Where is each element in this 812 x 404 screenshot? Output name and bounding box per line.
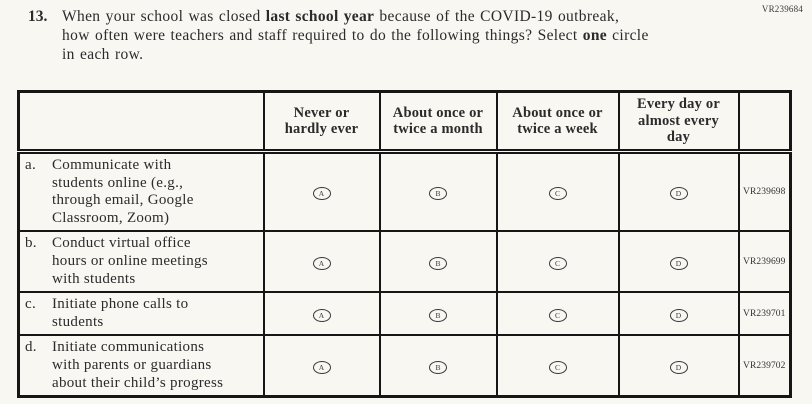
answer-oval-b[interactable]: B <box>429 309 447 322</box>
row-code: VR239698 <box>737 150 792 233</box>
option-cell: A <box>262 291 381 337</box>
option-cell: D <box>617 150 740 233</box>
answer-oval-d[interactable]: D <box>669 309 688 322</box>
question-line-1: When your school was closed last school … <box>62 8 620 25</box>
row-letter: c. <box>25 296 37 313</box>
row-label-cell: d. Initiate communications with parents … <box>17 334 265 398</box>
answer-oval-a[interactable]: A <box>312 309 331 322</box>
answer-oval-c[interactable]: C <box>548 257 567 271</box>
column-header-once-twice-week: About once or twice a week <box>495 90 620 154</box>
answer-oval-d[interactable]: D <box>669 257 688 271</box>
row-label-text: Communicate with students online (e.g., … <box>52 157 194 226</box>
row-label: b. Conduct virtual office hours or onlin… <box>20 232 263 291</box>
question-number: 13. <box>28 8 48 25</box>
option-cell: C <box>495 150 620 233</box>
question-text: When your school was closed last school … <box>62 7 649 64</box>
answer-oval-c[interactable]: C <box>548 187 567 201</box>
row-label-text: Initiate phone calls to students <box>52 296 189 330</box>
option-cell: C <box>495 230 620 294</box>
table-row-b: b. Conduct virtual office hours or onlin… <box>17 230 792 294</box>
row-code: VR239699 <box>737 230 792 294</box>
option-cell: D <box>617 334 740 398</box>
row-label-cell: b. Conduct virtual office hours or onlin… <box>17 230 265 294</box>
answer-oval-d[interactable]: D <box>669 187 688 201</box>
row-letter: a. <box>25 157 37 173</box>
header-row: Never or hardly ever About once or twice… <box>17 90 792 154</box>
column-header-never-hardly-ever: Never or hardly ever <box>262 90 381 154</box>
row-label: c. Initiate phone calls to students <box>20 293 263 334</box>
row-code: VR239701 <box>737 291 792 337</box>
row-label-cell: c. Initiate phone calls to students <box>17 291 265 337</box>
option-cell: B <box>378 150 498 233</box>
option-cell: C <box>495 334 620 398</box>
row-label: d. Initiate communications with parents … <box>20 336 263 395</box>
option-cell: A <box>262 230 381 294</box>
table-row-a: a. Communicate with students online (e.g… <box>17 150 792 233</box>
header-empty-label <box>17 90 265 154</box>
question-13: 13. When your school was closed last sch… <box>28 7 649 64</box>
row-label-text: Initiate communications with parents or … <box>52 339 224 391</box>
question-line-2: how often were teachers and staff requir… <box>62 27 649 44</box>
option-cell: D <box>617 291 740 337</box>
header-empty-code <box>737 90 792 154</box>
option-cell: A <box>262 150 381 233</box>
answer-oval-b[interactable]: B <box>429 187 447 201</box>
row-label-text: Conduct virtual office hours or online m… <box>52 235 208 287</box>
answer-oval-a[interactable]: A <box>312 187 331 201</box>
option-cell: B <box>378 334 498 398</box>
answer-oval-a[interactable]: A <box>312 360 331 374</box>
row-label-cell: a. Communicate with students online (e.g… <box>17 150 265 233</box>
column-header-once-twice-month: About once or twice a month <box>378 90 498 154</box>
table-row-d: d. Initiate communications with parents … <box>17 334 792 398</box>
row-label: a. Communicate with students online (e.g… <box>20 154 263 230</box>
answer-oval-b[interactable]: B <box>429 257 447 271</box>
answer-oval-b[interactable]: B <box>429 360 447 374</box>
row-code: VR239702 <box>737 334 792 398</box>
option-cell: B <box>378 291 498 337</box>
answer-oval-d[interactable]: D <box>669 360 688 374</box>
option-cell: A <box>262 334 381 398</box>
row-letter: d. <box>25 339 37 356</box>
option-cell: D <box>617 230 740 294</box>
option-cell: C <box>495 291 620 337</box>
form-code: VR239684 <box>761 4 803 14</box>
answer-oval-a[interactable]: A <box>312 257 331 271</box>
table-row-c: c. Initiate phone calls to students A B … <box>17 291 792 337</box>
question-line-3: in each row. <box>62 46 144 63</box>
option-cell: B <box>378 230 498 294</box>
answer-oval-c[interactable]: C <box>548 309 567 322</box>
column-header-every-day: Every day or almost every day <box>617 90 740 154</box>
answer-oval-c[interactable]: C <box>548 360 567 374</box>
row-letter: b. <box>25 235 37 252</box>
frequency-table: Never or hardly ever About once or twice… <box>17 90 792 399</box>
